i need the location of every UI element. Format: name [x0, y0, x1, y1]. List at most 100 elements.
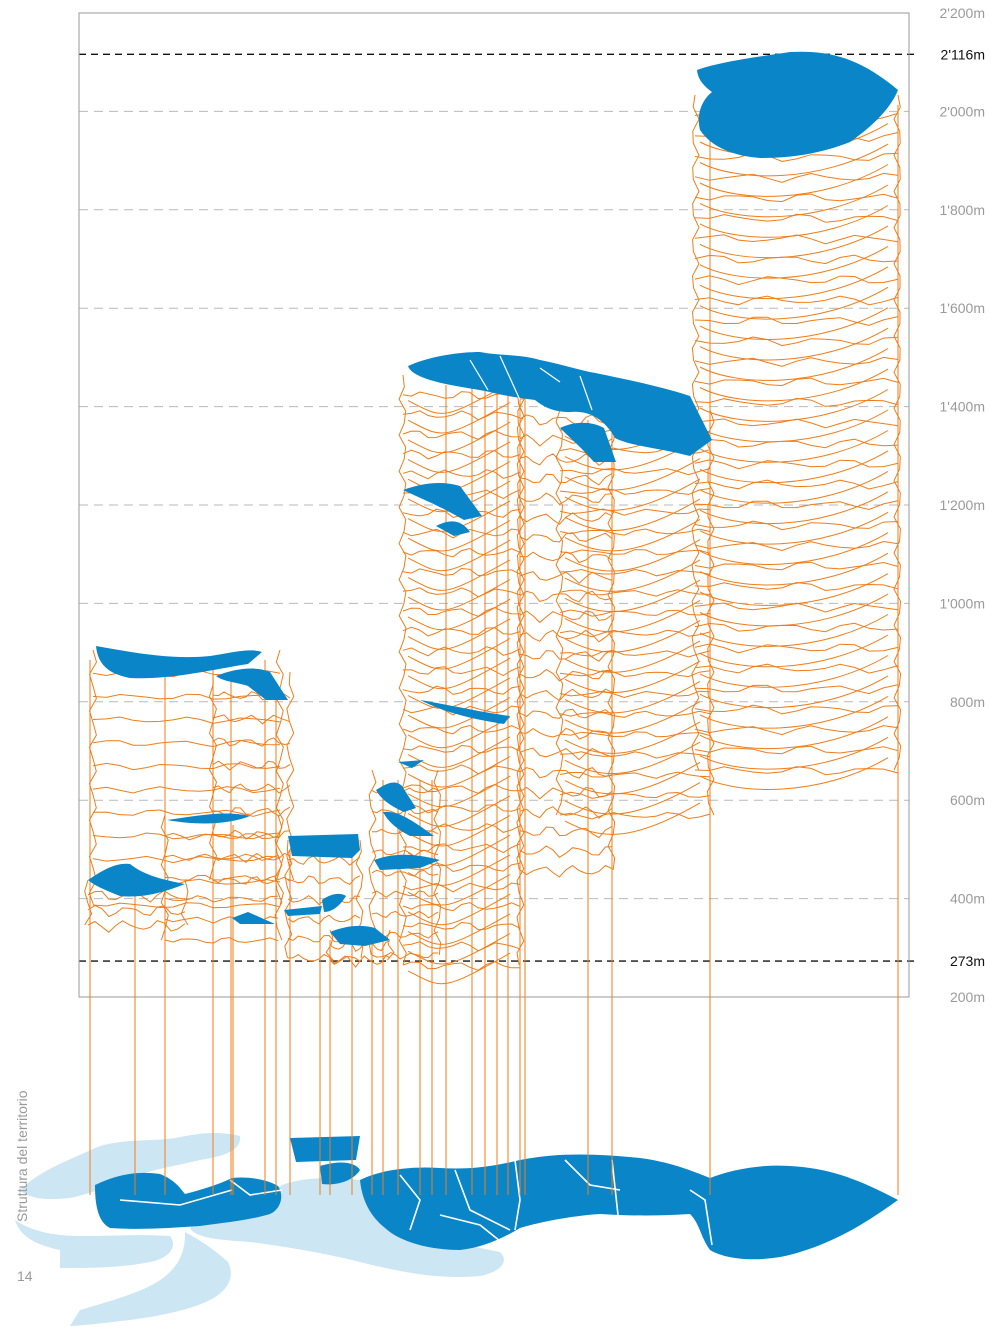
contour-line [694, 602, 899, 613]
contour-line [694, 316, 899, 326]
contour-line [564, 579, 701, 612]
top-contour-slice [436, 521, 470, 536]
contour-line [519, 668, 613, 682]
contour-line [87, 904, 186, 918]
contour-line [699, 675, 889, 709]
contour-line [699, 491, 889, 524]
municipal-border [514, 1159, 521, 1231]
contour-line [519, 512, 613, 525]
contour-line [287, 953, 361, 964]
municipality-area [360, 1154, 898, 1260]
contour-line [694, 766, 899, 776]
contour-line [694, 540, 899, 552]
contour-line [519, 532, 613, 543]
contour-line [407, 697, 511, 729]
municipal-border [611, 1159, 619, 1216]
contour-line [694, 520, 899, 531]
contour-line [559, 549, 711, 555]
contour-line [287, 855, 361, 866]
contour-line [87, 920, 186, 933]
elevation-label: 2'000m [940, 103, 985, 119]
contour-line [699, 511, 889, 545]
top-contour-slice [167, 813, 250, 824]
contour-line [559, 811, 711, 820]
contour-line [519, 492, 613, 506]
contour-line [407, 520, 511, 552]
contour-line [402, 764, 521, 775]
contour-line [92, 693, 281, 700]
contour-line [564, 620, 701, 653]
contour-line [402, 862, 521, 873]
top-contour-slice [383, 811, 434, 836]
elevation-label: 200m [950, 989, 985, 1005]
contour-line [407, 756, 511, 788]
municipal-border [499, 355, 521, 401]
top-contour-slice [697, 51, 898, 158]
elevation-label: 600m [950, 792, 985, 808]
contour-line [519, 825, 613, 839]
contour-line [212, 714, 291, 725]
contour-line [212, 829, 291, 840]
contour-line [519, 453, 613, 467]
contour-line [407, 539, 511, 572]
contour-line [519, 610, 613, 624]
top-contour-slice [398, 760, 424, 768]
contour-line [164, 832, 279, 841]
reference-elevation-label: 2'116m [941, 46, 985, 62]
contour-line [164, 874, 279, 882]
municipal-border [564, 1159, 621, 1191]
contour-line [407, 775, 511, 808]
contour-line [699, 470, 889, 504]
contour-line [92, 809, 281, 817]
page-number: 14 [17, 1268, 33, 1284]
contour-line [402, 902, 521, 912]
contour-line [287, 914, 361, 925]
contour-line [92, 716, 281, 724]
elevation-label: 800m [950, 694, 985, 710]
contour-line [699, 389, 889, 422]
contour-line [694, 213, 899, 223]
top-contour-slice [232, 912, 275, 924]
contour-line [402, 843, 521, 854]
contour-line [402, 882, 521, 893]
contour-line [699, 409, 889, 443]
contour-line [699, 245, 889, 279]
contour-line [402, 567, 521, 577]
contour-line [212, 852, 291, 864]
contour-line [287, 875, 361, 886]
contour-line [559, 629, 711, 638]
contour-line [402, 606, 521, 617]
municipality-area [95, 1172, 282, 1229]
contour-line [559, 710, 711, 718]
contour-line [407, 559, 511, 591]
contour-line [402, 449, 521, 460]
contour-line [699, 757, 889, 790]
contour-line [407, 874, 511, 906]
contour-line [519, 473, 613, 486]
contour-line [92, 902, 281, 909]
contour-line [564, 761, 701, 795]
contour-line [699, 593, 889, 627]
contour-line [407, 893, 511, 926]
contour-line [164, 895, 279, 903]
contour-line [694, 684, 899, 695]
contour-line [407, 815, 511, 847]
contour-line [559, 791, 711, 799]
contour-line [402, 803, 521, 814]
contour-line [559, 650, 711, 658]
top-contour-slice [288, 834, 360, 858]
contour-line [519, 414, 613, 426]
contour-line [407, 579, 511, 611]
contour-line [699, 634, 889, 668]
contour-line [699, 430, 889, 463]
contour-line [699, 655, 889, 688]
contour-edge [516, 374, 525, 966]
contour-line [519, 864, 613, 878]
municipal-border [119, 1189, 233, 1206]
elevation-label: 1'000m [940, 595, 985, 611]
contour-line [694, 479, 899, 490]
lake-water [70, 1232, 231, 1326]
contour-edge [274, 814, 283, 941]
municipal-border [229, 1179, 283, 1196]
contour-line [519, 688, 613, 702]
